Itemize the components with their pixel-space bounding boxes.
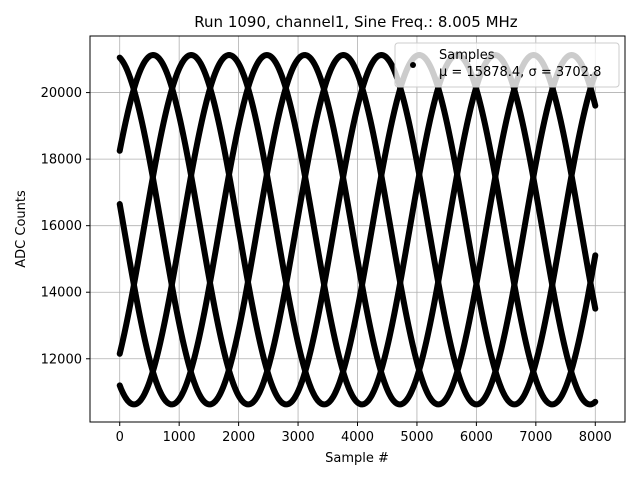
x-tick-label: 8000 xyxy=(579,430,612,445)
plot-area: 0 1000 2000 3000 4000 5000 6000 7000 8000 120001… xyxy=(41,35,626,445)
sample-trace xyxy=(116,52,599,408)
x-tick-label: 7000 xyxy=(519,430,552,445)
sample-trace xyxy=(116,52,599,408)
legend-label: Samples xyxy=(439,48,495,63)
x-tick-label: 2000 xyxy=(222,430,255,445)
x-tick-label: 6000 xyxy=(460,430,493,445)
y-tick-label: 16000 xyxy=(41,219,82,234)
x-tick-label: 1000 xyxy=(163,430,196,445)
y-tick-label: 20000 xyxy=(41,86,82,101)
legend-marker xyxy=(410,62,416,68)
legend-stats: μ = 15878.4, σ = 3702.8 xyxy=(439,65,601,80)
chart-title: Run 1090, channel1, Sine Freq.: 8.005 MH… xyxy=(194,13,518,31)
x-axis-label: Sample # xyxy=(325,451,389,466)
x-tick-label: 4000 xyxy=(341,430,374,445)
x-tick-label: 5000 xyxy=(400,430,433,445)
x-tick-label: 0 xyxy=(116,430,124,445)
legend: Samples μ = 15878.4, σ = 3702.8 xyxy=(394,42,620,88)
y-tick-label: 12000 xyxy=(41,352,82,367)
y-tick-label: 14000 xyxy=(41,286,82,301)
legend-box xyxy=(394,42,620,88)
x-tick-label: 3000 xyxy=(282,430,315,445)
sample-trace xyxy=(116,52,599,408)
sample-trace xyxy=(116,52,599,408)
y-axis-ticks: 12000 14000 16000 18000 20000 xyxy=(41,86,90,367)
y-tick-label: 18000 xyxy=(41,153,82,168)
y-axis-label: ADC Counts xyxy=(14,190,29,268)
x-axis-ticks: 0 1000 2000 3000 4000 5000 6000 7000 8000 xyxy=(116,422,612,445)
